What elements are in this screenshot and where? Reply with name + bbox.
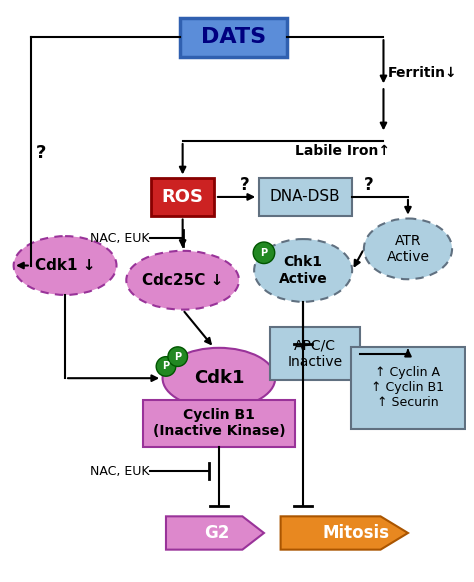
Circle shape	[253, 242, 275, 264]
Text: Mitosis: Mitosis	[322, 524, 390, 542]
Circle shape	[168, 347, 188, 367]
Text: Ferritin↓: Ferritin↓	[387, 66, 457, 80]
FancyBboxPatch shape	[258, 178, 352, 215]
Ellipse shape	[14, 236, 117, 295]
Text: DATS: DATS	[201, 27, 266, 47]
Ellipse shape	[254, 239, 352, 302]
Text: ↑ Cyclin A
↑ Cyclin B1
↑ Securin: ↑ Cyclin A ↑ Cyclin B1 ↑ Securin	[372, 367, 445, 410]
Text: Chk1
Active: Chk1 Active	[279, 255, 328, 286]
Text: NAC, EUK: NAC, EUK	[90, 232, 149, 244]
Text: P: P	[174, 352, 181, 361]
Text: Cdk1: Cdk1	[194, 369, 244, 387]
Circle shape	[156, 357, 176, 376]
FancyArrow shape	[166, 516, 264, 549]
Text: NAC, EUK: NAC, EUK	[90, 465, 149, 478]
Text: Cdk1 ↓: Cdk1 ↓	[35, 258, 95, 273]
Text: ?: ?	[239, 176, 249, 194]
Text: Cdc25C ↓: Cdc25C ↓	[142, 273, 223, 288]
FancyBboxPatch shape	[270, 327, 360, 380]
FancyArrow shape	[281, 516, 408, 549]
Text: ROS: ROS	[162, 188, 204, 206]
Text: Cyclin B1
(Inactive Kinase): Cyclin B1 (Inactive Kinase)	[153, 408, 285, 438]
FancyBboxPatch shape	[143, 400, 295, 447]
Text: DNA-DSB: DNA-DSB	[270, 190, 340, 204]
Text: ?: ?	[36, 144, 46, 162]
Text: Labile Iron↑: Labile Iron↑	[295, 144, 390, 158]
Text: ATR
Active: ATR Active	[386, 234, 429, 264]
Ellipse shape	[364, 218, 452, 279]
FancyBboxPatch shape	[151, 178, 214, 215]
Text: P: P	[163, 361, 170, 371]
Text: P: P	[260, 248, 267, 258]
Ellipse shape	[126, 251, 239, 310]
FancyBboxPatch shape	[351, 347, 465, 429]
Ellipse shape	[163, 348, 275, 409]
Text: APC/C
Inactive: APC/C Inactive	[287, 339, 342, 369]
FancyBboxPatch shape	[180, 17, 287, 57]
Text: G2: G2	[204, 524, 229, 542]
Text: ?: ?	[364, 176, 374, 194]
